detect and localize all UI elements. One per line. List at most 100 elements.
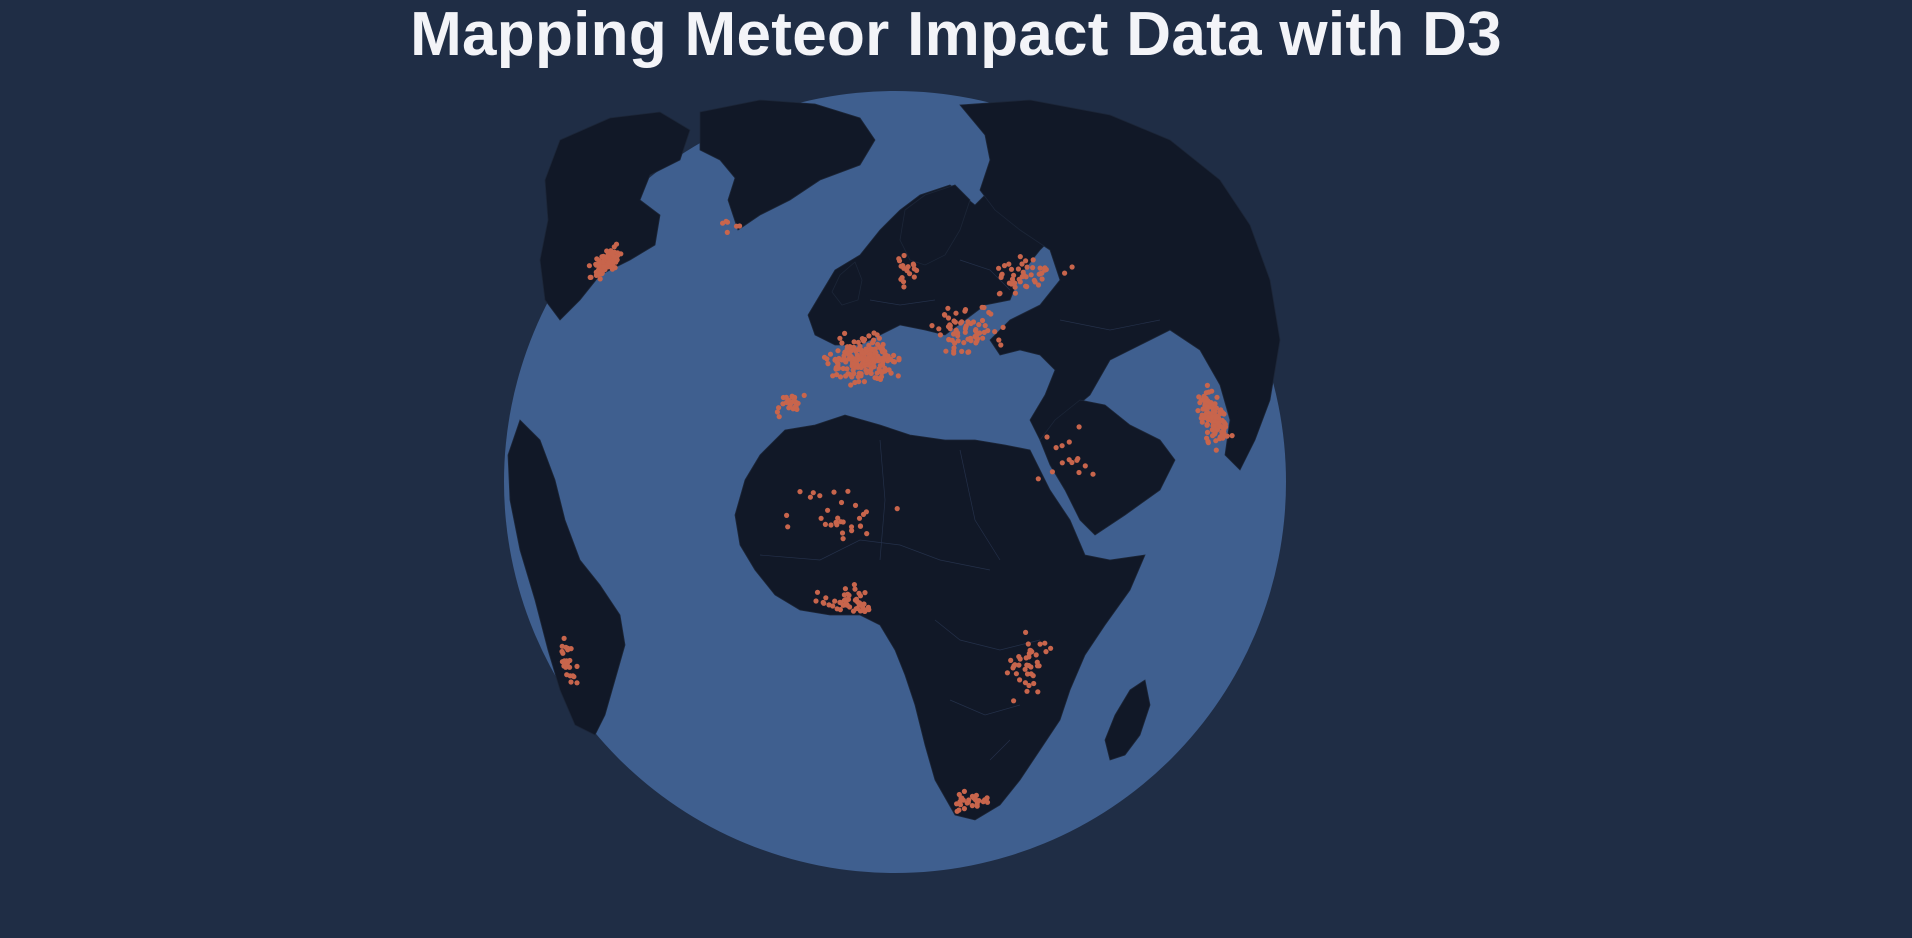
impact-marker[interactable] [559, 643, 565, 649]
impact-marker[interactable] [1076, 424, 1082, 430]
impact-marker[interactable] [851, 339, 857, 345]
impact-marker[interactable] [587, 274, 593, 280]
impact-marker[interactable] [1010, 665, 1016, 671]
impact-marker[interactable] [953, 310, 959, 316]
impact-marker[interactable] [847, 355, 854, 361]
impact-marker[interactable] [1053, 445, 1059, 451]
impact-marker[interactable] [723, 218, 729, 224]
impact-marker[interactable] [830, 603, 836, 609]
impact-marker[interactable] [890, 358, 896, 364]
impact-marker[interactable] [861, 379, 868, 385]
impact-marker[interactable] [945, 305, 951, 311]
impact-marker[interactable] [1059, 460, 1065, 466]
impact-marker[interactable] [774, 409, 781, 415]
impact-marker[interactable] [1214, 394, 1220, 400]
impact-marker[interactable] [807, 494, 814, 500]
impact-marker[interactable] [868, 346, 874, 352]
impact-marker[interactable] [863, 367, 869, 373]
impact-marker[interactable] [1015, 266, 1022, 272]
impact-marker[interactable] [852, 502, 859, 508]
impact-marker[interactable] [969, 803, 975, 809]
impact-marker[interactable] [1218, 407, 1224, 413]
impact-marker[interactable] [1090, 471, 1096, 477]
impact-marker[interactable] [1008, 266, 1015, 272]
impact-marker[interactable] [866, 333, 872, 339]
impact-marker[interactable] [907, 271, 913, 277]
impact-marker[interactable] [891, 352, 897, 358]
impact-marker[interactable] [1221, 411, 1227, 417]
impact-marker[interactable] [839, 530, 846, 536]
impact-marker[interactable] [1066, 457, 1072, 463]
impact-marker[interactable] [609, 251, 615, 257]
impact-marker[interactable] [955, 330, 961, 336]
impact-marker[interactable] [864, 348, 870, 354]
impact-marker[interactable] [958, 320, 964, 326]
impact-marker[interactable] [568, 679, 574, 685]
impact-marker[interactable] [880, 359, 886, 365]
impact-marker[interactable] [1028, 671, 1034, 677]
impact-marker[interactable] [564, 672, 570, 678]
impact-marker[interactable] [837, 374, 844, 380]
impact-marker[interactable] [861, 338, 867, 344]
impact-marker[interactable] [792, 394, 798, 400]
impact-marker[interactable] [787, 402, 793, 408]
impact-marker[interactable] [956, 807, 962, 813]
impact-marker[interactable] [840, 536, 846, 542]
impact-marker[interactable] [996, 291, 1003, 297]
impact-marker[interactable] [849, 374, 855, 380]
impact-marker[interactable] [604, 254, 610, 260]
impact-marker[interactable] [597, 276, 603, 282]
impact-marker[interactable] [601, 264, 607, 270]
impact-marker[interactable] [837, 335, 843, 341]
impact-marker[interactable] [868, 370, 874, 376]
impact-marker[interactable] [1006, 261, 1012, 267]
impact-marker[interactable] [1037, 641, 1043, 647]
impact-marker[interactable] [895, 373, 901, 379]
impact-marker[interactable] [896, 258, 903, 264]
impact-marker[interactable] [1011, 698, 1017, 704]
impact-marker[interactable] [852, 586, 858, 592]
impact-marker[interactable] [1022, 666, 1028, 672]
impact-marker[interactable] [945, 324, 952, 330]
impact-marker[interactable] [992, 329, 998, 335]
impact-marker[interactable] [813, 598, 819, 604]
impact-marker[interactable] [875, 341, 881, 347]
impact-marker[interactable] [810, 490, 816, 496]
impact-marker[interactable] [959, 348, 965, 354]
impact-marker[interactable] [845, 488, 851, 494]
impact-marker[interactable] [1030, 257, 1036, 263]
impact-marker[interactable] [982, 323, 988, 329]
impact-marker[interactable] [1204, 422, 1210, 428]
impact-marker[interactable] [823, 595, 829, 601]
impact-marker[interactable] [1221, 433, 1227, 439]
impact-marker[interactable] [1008, 657, 1014, 664]
impact-marker[interactable] [951, 345, 957, 351]
impact-marker[interactable] [1197, 400, 1203, 406]
impact-marker[interactable] [776, 405, 782, 411]
impact-marker[interactable] [1004, 670, 1011, 676]
impact-marker[interactable] [1026, 682, 1032, 689]
impact-marker[interactable] [1075, 456, 1081, 462]
impact-marker[interactable] [845, 596, 852, 603]
impact-marker[interactable] [870, 356, 876, 363]
impact-marker[interactable] [868, 365, 874, 371]
impact-marker[interactable] [1024, 671, 1031, 677]
impact-marker[interactable] [1036, 271, 1042, 277]
impact-marker[interactable] [790, 406, 796, 412]
impact-marker[interactable] [818, 515, 824, 521]
impact-marker[interactable] [1026, 662, 1032, 669]
impact-marker[interactable] [1039, 276, 1045, 282]
impact-marker[interactable] [1012, 284, 1018, 290]
impact-marker[interactable] [559, 648, 565, 655]
impact-marker[interactable] [965, 349, 971, 355]
impact-marker[interactable] [998, 274, 1004, 280]
impact-marker[interactable] [841, 597, 848, 604]
impact-marker[interactable] [1035, 282, 1042, 288]
impact-marker[interactable] [828, 522, 834, 528]
impact-marker[interactable] [832, 356, 838, 362]
impact-marker[interactable] [848, 382, 854, 388]
impact-marker[interactable] [854, 352, 860, 358]
impact-marker[interactable] [1032, 279, 1038, 285]
impact-marker[interactable] [830, 373, 836, 379]
impact-marker[interactable] [1062, 270, 1068, 276]
